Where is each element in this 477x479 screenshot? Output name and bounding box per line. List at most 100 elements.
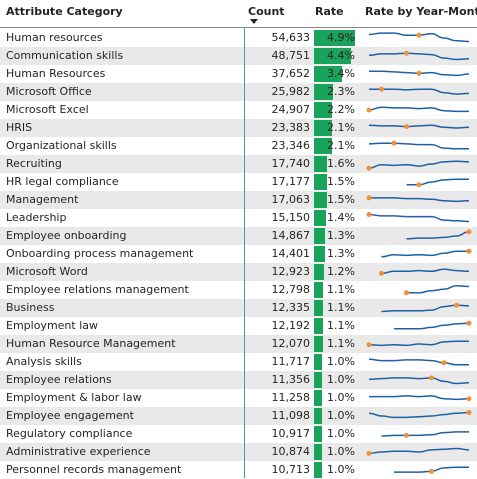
sparkline[interactable] bbox=[365, 263, 473, 281]
table-row[interactable]: Business 12,335 1.1% bbox=[0, 299, 477, 317]
table-row[interactable]: Human Resources 37,652 3.4% bbox=[0, 65, 477, 83]
table-row[interactable]: Human resources 54,633 4.9% bbox=[0, 29, 477, 47]
sparkline-path bbox=[369, 88, 470, 95]
category-cell: Administrative experience bbox=[6, 445, 151, 458]
table-row[interactable]: Microsoft Excel 24,907 2.2% bbox=[0, 101, 477, 119]
rate-databar bbox=[314, 264, 325, 280]
sparkline[interactable] bbox=[365, 335, 473, 353]
sparkline[interactable] bbox=[365, 173, 473, 191]
rate-databar bbox=[314, 102, 333, 118]
table-row[interactable]: Management 17,063 1.5% bbox=[0, 191, 477, 209]
sparkline[interactable] bbox=[365, 245, 473, 263]
sparkline-path bbox=[368, 411, 470, 419]
table-row[interactable]: Human Resource Management 12,070 1.1% bbox=[0, 335, 477, 353]
sparkline-path bbox=[368, 160, 470, 169]
sparkline[interactable] bbox=[365, 389, 473, 407]
sparkline-marker bbox=[466, 396, 472, 402]
sparkline[interactable] bbox=[365, 353, 473, 371]
sparkline[interactable] bbox=[365, 317, 473, 335]
sparkline-marker bbox=[466, 229, 472, 235]
table-row[interactable]: HRIS 23,383 2.1% bbox=[0, 119, 477, 137]
sparkline-marker bbox=[429, 468, 434, 474]
sparkline-marker bbox=[416, 182, 422, 188]
rate-databar bbox=[314, 138, 332, 154]
sparkline[interactable] bbox=[365, 65, 473, 83]
table-row[interactable]: Employee relations 11,356 1.0% bbox=[0, 371, 477, 389]
table-row[interactable]: Regulatory compliance 10,917 1.0% bbox=[0, 425, 477, 443]
category-cell: Employee relations management bbox=[6, 283, 189, 296]
table-row[interactable]: Analysis skills 11,717 1.0% bbox=[0, 353, 477, 371]
sparkline-marker bbox=[466, 410, 472, 415]
rate-cell: 1.6% bbox=[327, 157, 355, 170]
table-row[interactable]: Microsoft Office 25,982 2.3% bbox=[0, 83, 477, 101]
table-row[interactable]: Administrative experience 10,874 1.0% bbox=[0, 443, 477, 461]
sparkline[interactable] bbox=[365, 47, 473, 65]
rate-cell: 1.0% bbox=[327, 373, 355, 386]
rate-databar bbox=[314, 282, 324, 298]
table-row[interactable]: HR legal compliance 17,177 1.5% bbox=[0, 173, 477, 191]
table-row[interactable]: Employee engagement 11,098 1.0% bbox=[0, 407, 477, 425]
sparkline-path bbox=[368, 340, 469, 347]
table-row[interactable]: Employee relations management 12,798 1.1% bbox=[0, 281, 477, 299]
column-header-rate[interactable]: Rate bbox=[315, 5, 344, 18]
table-row[interactable]: Employment law 12,192 1.1% bbox=[0, 317, 477, 335]
category-cell: Management bbox=[6, 193, 79, 206]
category-cell: Analysis skills bbox=[6, 355, 82, 368]
sparkline[interactable] bbox=[365, 101, 473, 119]
sparkline[interactable] bbox=[365, 407, 473, 425]
table-row[interactable]: Communication skills 48,751 4.4% bbox=[0, 47, 477, 65]
category-cell: Employee relations bbox=[6, 373, 112, 386]
column-header-count[interactable]: Count bbox=[248, 5, 285, 18]
rate-databar bbox=[314, 228, 325, 244]
rate-cell: 1.0% bbox=[327, 427, 355, 440]
rate-databar bbox=[314, 48, 351, 64]
rate-cell: 2.1% bbox=[327, 121, 355, 134]
category-cell: Human resources bbox=[6, 31, 103, 44]
sparkline[interactable] bbox=[365, 191, 473, 209]
sparkline-path bbox=[369, 395, 470, 401]
sparkline[interactable] bbox=[365, 83, 473, 101]
rate-databar bbox=[314, 174, 327, 190]
rate-cell: 1.1% bbox=[327, 337, 355, 350]
table-row[interactable]: Leadership 15,150 1.4% bbox=[0, 209, 477, 227]
count-cell: 12,192 bbox=[271, 319, 311, 332]
sparkline[interactable] bbox=[365, 209, 473, 227]
sparkline[interactable] bbox=[365, 425, 473, 443]
category-cell: Employee onboarding bbox=[6, 229, 127, 242]
sparkline[interactable] bbox=[365, 461, 473, 479]
sparkline[interactable] bbox=[365, 137, 473, 155]
sparkline-marker bbox=[404, 50, 409, 56]
table-row[interactable]: Employee onboarding 14,867 1.3% bbox=[0, 227, 477, 245]
category-cell: Onboarding process management bbox=[6, 247, 194, 260]
table-row[interactable]: Personnel records management 10,713 1.0% bbox=[0, 461, 477, 479]
sparkline[interactable] bbox=[365, 119, 473, 137]
rate-databar bbox=[314, 426, 323, 442]
rate-databar bbox=[314, 66, 343, 82]
rate-cell: 1.0% bbox=[327, 391, 355, 404]
count-cell: 11,356 bbox=[271, 373, 311, 386]
sparkline-marker bbox=[379, 86, 384, 92]
sparkline[interactable] bbox=[365, 371, 473, 389]
sparkline[interactable] bbox=[365, 299, 473, 317]
rate-cell: 1.0% bbox=[327, 355, 355, 368]
table-row[interactable]: Organizational skills 23,346 2.1% bbox=[0, 137, 477, 155]
column-header-rate-by-year-month[interactable]: Rate by Year-Month bbox=[365, 5, 477, 18]
sparkline[interactable] bbox=[365, 155, 473, 173]
sparkline-marker bbox=[416, 70, 422, 76]
sparkline-marker bbox=[429, 375, 434, 381]
table-row[interactable]: Microsoft Word 12,923 1.2% bbox=[0, 263, 477, 281]
sparkline[interactable] bbox=[365, 227, 473, 245]
sparkline[interactable] bbox=[365, 443, 473, 461]
table-row[interactable]: Recruiting 17,740 1.6% bbox=[0, 155, 477, 173]
rate-cell: 2.2% bbox=[327, 103, 355, 116]
rate-cell: 4.9% bbox=[327, 31, 355, 44]
sparkline-marker bbox=[454, 302, 459, 308]
table-row[interactable]: Employment & labor law 11,258 1.0% bbox=[0, 389, 477, 407]
sparkline-path bbox=[368, 124, 470, 129]
table-row[interactable]: Onboarding process management 14,401 1.3% bbox=[0, 245, 477, 263]
rate-databar bbox=[314, 372, 323, 388]
sparkline[interactable] bbox=[365, 281, 473, 299]
column-header-category[interactable]: Attribute Category bbox=[6, 5, 123, 18]
sparkline[interactable] bbox=[365, 29, 473, 47]
